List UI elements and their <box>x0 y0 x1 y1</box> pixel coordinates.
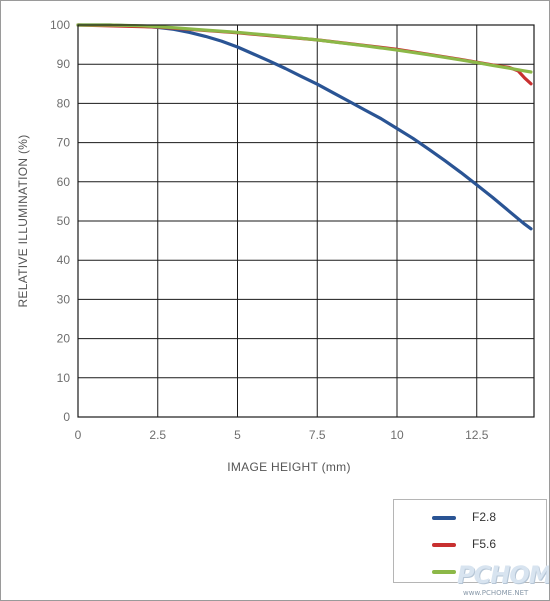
watermark-logo: PCHOME <box>457 561 550 589</box>
series-layer <box>76 23 533 231</box>
axes <box>77 24 535 418</box>
x-tick-label: 7.5 <box>309 428 326 442</box>
y-tick-label: 80 <box>57 96 71 110</box>
grid <box>77 24 534 418</box>
y-tick-label: 60 <box>57 175 71 189</box>
plot-frame <box>77 24 535 418</box>
y-tick-label: 70 <box>57 136 71 150</box>
x-axis-title: IMAGE HEIGHT (mm) <box>227 460 351 474</box>
series-line-f28 <box>76 23 533 231</box>
y-tick-label: 20 <box>57 332 71 346</box>
legend-label-f28: F2.8 <box>472 510 497 524</box>
y-tick-label: 40 <box>57 253 71 267</box>
watermark-url: www.PCHOME.NET <box>463 589 529 597</box>
y-axis-title: RELATIVE ILLUMINATION (%) <box>16 134 30 307</box>
x-tick-label: 2.5 <box>149 428 166 442</box>
x-tick-label: 12.5 <box>465 428 489 442</box>
x-tick-label: 10 <box>390 428 404 442</box>
y-tick-label: 30 <box>57 292 71 306</box>
legend-item-third <box>394 562 544 582</box>
tick-labels: 0 10 20 30 40 50 60 70 80 90 100 0 2.5 5 7.5 10 12.5 <box>50 18 489 442</box>
legend-swatch-f56 <box>432 543 456 547</box>
legend-swatch-f28 <box>432 516 456 520</box>
y-tick-label: 100 <box>50 18 70 32</box>
y-tick-label: 90 <box>57 57 71 71</box>
pchome-watermark: PCHOME www.PCHOME.NET <box>453 561 550 600</box>
x-tick-label: 5 <box>234 428 241 442</box>
y-tick-label: 50 <box>57 214 71 228</box>
legend-item-f28: F2.8 <box>394 508 544 528</box>
y-tick-label: 0 <box>63 410 70 424</box>
series-line-unnamed <box>76 23 533 74</box>
x-tick-label: 0 <box>75 428 82 442</box>
legend-label-f56: F5.6 <box>472 537 497 551</box>
y-tick-label: 10 <box>57 371 71 385</box>
legend: F2.8 F5.6 <box>393 499 547 583</box>
series-line-f56 <box>76 23 533 86</box>
legend-item-f56: F5.6 <box>394 535 544 555</box>
legend-swatch-third <box>432 570 456 574</box>
